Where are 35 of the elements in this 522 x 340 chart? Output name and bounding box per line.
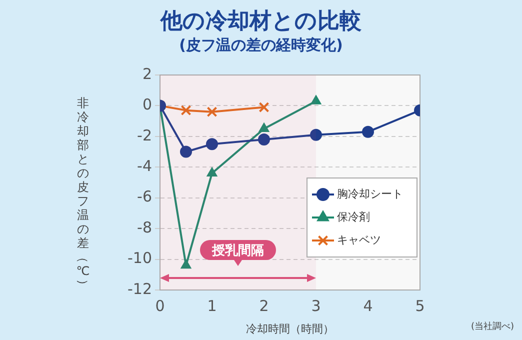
legend-label: キャベツ bbox=[337, 233, 381, 246]
y-tick-label: -6 bbox=[137, 188, 152, 206]
y-tick-label: -2 bbox=[137, 126, 152, 144]
x-tick-label: 1 bbox=[207, 296, 217, 315]
point bbox=[206, 106, 218, 118]
x-tick-label: 0 bbox=[155, 296, 165, 315]
y-tick-label: 0 bbox=[142, 96, 152, 114]
x-tick-label: 4 bbox=[363, 296, 373, 315]
chart-title: 他の冷却材との比較 bbox=[159, 8, 362, 36]
point bbox=[362, 126, 374, 138]
point bbox=[180, 259, 192, 269]
y-tick-label: 2 bbox=[142, 64, 152, 83]
point bbox=[180, 105, 192, 116]
x-tick-label: 5 bbox=[415, 296, 425, 315]
x-axis-title: 冷却時間（時間） bbox=[246, 322, 334, 336]
point bbox=[258, 122, 270, 132]
point bbox=[180, 146, 192, 158]
point bbox=[310, 95, 322, 104]
y-tick-label: -10 bbox=[128, 249, 152, 268]
point bbox=[310, 128, 322, 141]
point bbox=[258, 134, 270, 146]
point bbox=[258, 102, 270, 112]
x-tick-label: 2 bbox=[259, 296, 269, 315]
text: (当社調べ) bbox=[470, 320, 514, 333]
y-tick-label: -12 bbox=[128, 280, 152, 298]
chart-subtitle: (皮フ温の差の経時変化) bbox=[178, 36, 344, 55]
legend-label: 胸冷却シート bbox=[337, 187, 403, 200]
y-tick-label: -8 bbox=[137, 218, 152, 236]
y-tick-label: -4 bbox=[137, 157, 152, 176]
point bbox=[206, 138, 218, 150]
legend-label: 保冷剤 bbox=[337, 210, 370, 224]
point bbox=[206, 167, 218, 177]
band-label: 授乳間隔 bbox=[211, 242, 264, 258]
x-tick-label: 3 bbox=[311, 296, 321, 315]
text: 非冷却部との皮フ温の差（℃） bbox=[76, 96, 90, 291]
